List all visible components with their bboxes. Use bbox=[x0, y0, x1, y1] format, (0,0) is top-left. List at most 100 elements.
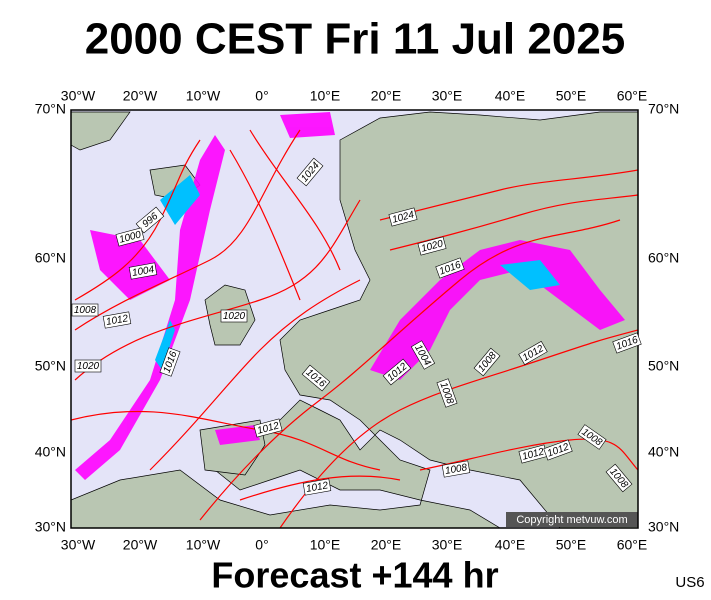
isobar bbox=[229, 149, 301, 301]
isobar bbox=[74, 139, 201, 301]
isobar-label-text: 1012 bbox=[305, 480, 329, 495]
right-latitude-label: 50°N bbox=[648, 358, 679, 374]
isobar bbox=[149, 279, 361, 471]
isobar-label-text: 1008 bbox=[444, 462, 468, 477]
top-longitude-label: 60°E bbox=[617, 88, 648, 104]
isobar bbox=[249, 129, 341, 271]
isobar-label-box bbox=[302, 478, 332, 496]
precip-band bbox=[370, 240, 625, 380]
model-code: US6 bbox=[675, 574, 704, 591]
isobar-label-box bbox=[74, 359, 102, 373]
precipitation bbox=[75, 112, 625, 480]
precip-blob bbox=[215, 425, 260, 445]
isobar-label: 1020 bbox=[417, 236, 447, 256]
isobar-label-box bbox=[473, 347, 501, 377]
isobar-label: 1004 bbox=[128, 262, 158, 280]
isobar-label-box bbox=[159, 347, 181, 377]
isobar bbox=[74, 199, 361, 381]
isobar-label-box bbox=[301, 364, 331, 392]
bottom-longitude-label: 40°E bbox=[495, 537, 526, 553]
precip-core bbox=[155, 320, 175, 370]
right-latitude-label: 60°N bbox=[648, 250, 679, 266]
top-longitude-label: 50°E bbox=[556, 88, 587, 104]
continent bbox=[71, 111, 638, 528]
frame bbox=[70, 109, 639, 529]
isobar-label: 1012 bbox=[102, 311, 132, 329]
isobar-label-text: 1020 bbox=[77, 361, 100, 372]
top-longitude-label: 0° bbox=[255, 88, 268, 104]
isobar-label-box bbox=[296, 157, 324, 187]
isobar-label-text: 1012 bbox=[105, 313, 129, 328]
precip-core bbox=[500, 260, 560, 290]
bottom-longitude-label: 30°W bbox=[61, 537, 96, 553]
isobar-label-text: 1004 bbox=[131, 264, 155, 279]
isobar bbox=[239, 475, 401, 501]
bottom-longitude-label: 60°E bbox=[617, 537, 648, 553]
isobar-label-box bbox=[417, 236, 447, 256]
isobar-label-box bbox=[605, 463, 633, 493]
isobar-label-box bbox=[436, 378, 458, 408]
right-latitude-label: 30°N bbox=[648, 519, 679, 535]
isobar bbox=[379, 169, 638, 221]
top-longitude-label: 20°E bbox=[371, 88, 402, 104]
copyright-box bbox=[506, 512, 638, 527]
top-longitude-label: 10°W bbox=[186, 88, 221, 104]
isobar-label-box bbox=[220, 309, 248, 323]
isobar-label-box bbox=[410, 340, 436, 370]
isobar bbox=[389, 194, 638, 251]
map-area: Copyright metvuw.com bbox=[71, 110, 638, 528]
isobar-label-text: 1008 bbox=[74, 305, 97, 316]
greenland bbox=[71, 111, 131, 151]
isobar-label-box bbox=[71, 303, 99, 317]
left-latitude-label: 30°N bbox=[35, 519, 66, 535]
top-longitude-label: 20°W bbox=[123, 88, 158, 104]
isobar-label-box bbox=[115, 227, 145, 247]
isobar bbox=[71, 410, 381, 471]
footer: Forecast +144 hr bbox=[211, 555, 498, 596]
heavy-precip bbox=[155, 175, 560, 370]
isobar-label: 1012 bbox=[302, 478, 332, 496]
isobar-label: 1008 bbox=[71, 303, 99, 317]
bottom-longitude-label: 10°E bbox=[310, 537, 341, 553]
bottom-longitude-label: 30°E bbox=[432, 537, 463, 553]
top-longitude-label: 30°W bbox=[61, 88, 96, 104]
top-longitude-label: 30°E bbox=[432, 88, 463, 104]
bottom-longitude-label: 50°E bbox=[556, 537, 587, 553]
isobar-label: 1020 bbox=[220, 309, 248, 323]
isobar-label: 1020 bbox=[74, 359, 102, 373]
isobar-label-box bbox=[382, 358, 412, 386]
top-longitude-label: 10°E bbox=[310, 88, 341, 104]
isobar-label-box bbox=[253, 418, 283, 438]
isobar-label-box bbox=[518, 340, 548, 366]
right-latitude-label: 40°N bbox=[648, 444, 679, 460]
isobar-label-box bbox=[543, 439, 573, 461]
isobar-label: 1012 bbox=[253, 418, 283, 438]
precip-band bbox=[75, 135, 225, 480]
isobar-label-box bbox=[128, 262, 158, 280]
isobar-label-box bbox=[612, 332, 642, 354]
top-longitude-label: 40°E bbox=[495, 88, 526, 104]
isobar-label-box bbox=[577, 424, 607, 450]
isobar-label-box bbox=[441, 460, 471, 478]
left-latitude-label: 60°N bbox=[35, 250, 66, 266]
isobar-label: 1008 bbox=[441, 460, 471, 478]
bottom-longitude-label: 20°E bbox=[371, 537, 402, 553]
isobar bbox=[74, 129, 301, 331]
copyright: Copyright metvuw.com bbox=[516, 514, 627, 526]
isobar-label-box bbox=[102, 311, 132, 329]
bottom-longitude-label: 20°W bbox=[123, 537, 158, 553]
precip-core bbox=[160, 175, 200, 225]
isobar-label-text: 1020 bbox=[223, 311, 246, 322]
left-latitude-label: 40°N bbox=[35, 444, 66, 460]
left-latitude-label: 70°N bbox=[35, 101, 66, 117]
precip-blob bbox=[280, 112, 335, 138]
isobar bbox=[199, 219, 621, 521]
right-latitude-label: 70°N bbox=[648, 101, 679, 117]
bottom-longitude-label: 0° bbox=[255, 537, 268, 553]
isobar-label-box bbox=[435, 257, 465, 279]
bottom-longitude-label: 10°W bbox=[186, 537, 221, 553]
isobar bbox=[419, 438, 638, 471]
isobar-label-box bbox=[388, 207, 418, 227]
